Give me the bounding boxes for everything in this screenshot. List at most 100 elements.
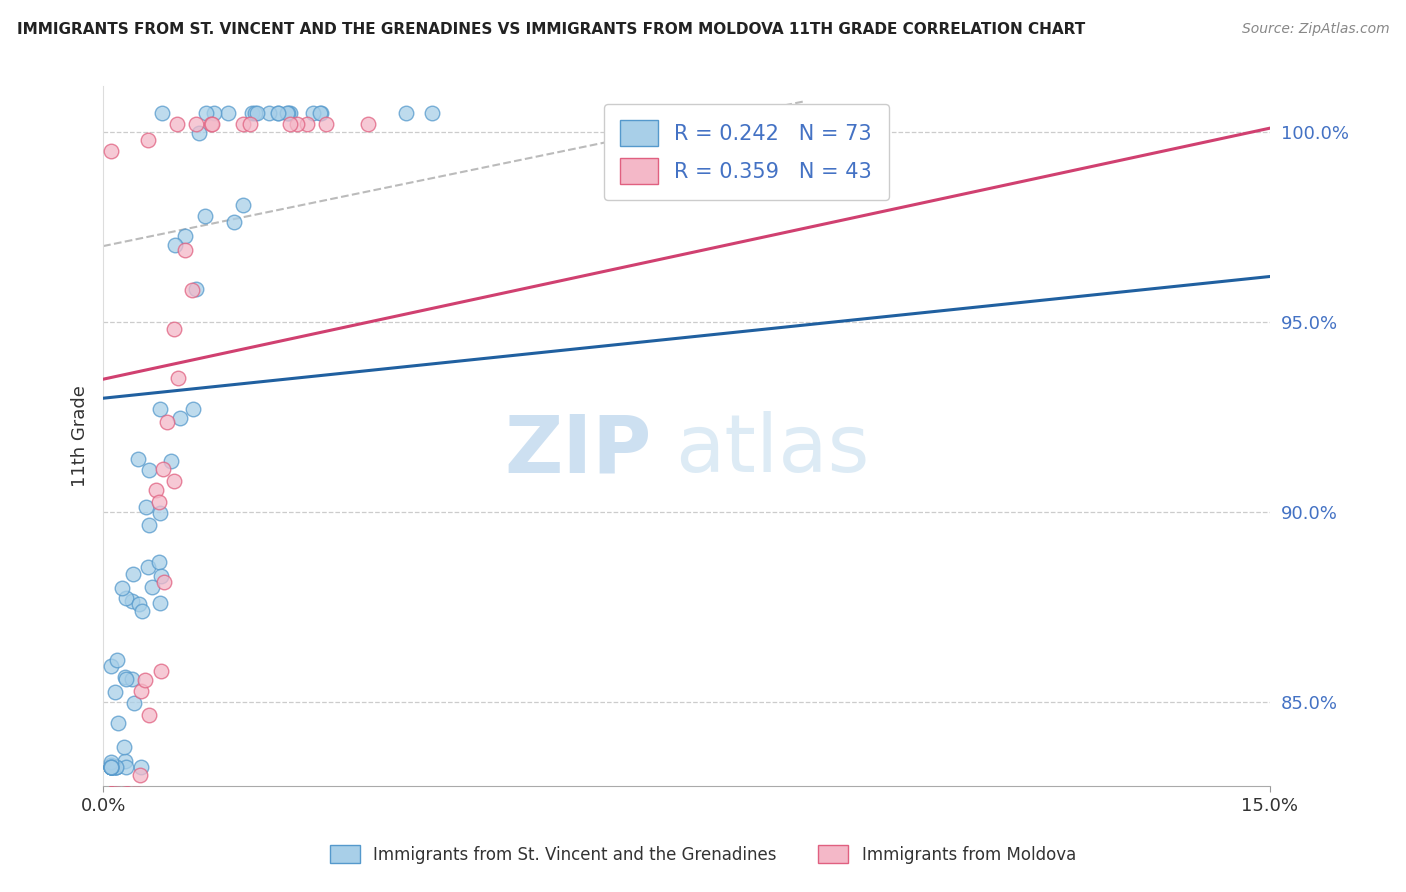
Point xyxy=(277,106,299,120)
Point xyxy=(194,106,217,120)
Point xyxy=(266,106,288,120)
Point xyxy=(127,787,149,801)
Point xyxy=(135,500,157,515)
Point xyxy=(117,787,139,801)
Point xyxy=(150,569,173,583)
Point xyxy=(117,787,139,801)
Point xyxy=(114,670,136,684)
Point xyxy=(150,106,173,120)
Point xyxy=(149,506,172,520)
Text: IMMIGRANTS FROM ST. VINCENT AND THE GRENADINES VS IMMIGRANTS FROM MOLDOVA 11TH G: IMMIGRANTS FROM ST. VINCENT AND THE GREN… xyxy=(17,22,1085,37)
Point xyxy=(114,672,136,686)
Point xyxy=(100,760,122,774)
Point xyxy=(121,594,143,608)
Point xyxy=(148,555,170,569)
Point xyxy=(138,707,160,722)
Point xyxy=(156,415,179,429)
Point xyxy=(395,106,418,120)
Point xyxy=(184,282,207,296)
Point xyxy=(100,760,122,774)
Point xyxy=(163,238,186,252)
Point xyxy=(100,787,122,801)
Point xyxy=(148,495,170,509)
Point xyxy=(153,575,176,590)
Point xyxy=(129,760,152,774)
Point xyxy=(145,483,167,497)
Point xyxy=(174,244,197,258)
Point xyxy=(100,760,122,774)
Point xyxy=(100,760,122,774)
Point xyxy=(115,787,138,801)
Point xyxy=(309,106,332,120)
Point xyxy=(232,198,254,212)
Point xyxy=(163,474,186,488)
Point xyxy=(104,760,127,774)
Point xyxy=(129,683,152,698)
Point xyxy=(100,760,122,774)
Point xyxy=(243,106,266,120)
Point xyxy=(149,664,172,678)
Point xyxy=(295,117,318,131)
Point xyxy=(187,126,209,140)
Point xyxy=(169,411,191,425)
Point xyxy=(200,117,222,131)
Point xyxy=(105,653,128,667)
Point xyxy=(104,760,127,774)
Point xyxy=(184,117,207,131)
Point xyxy=(194,209,217,223)
Point xyxy=(121,672,143,686)
Point xyxy=(100,144,122,158)
Point xyxy=(267,106,290,120)
Point xyxy=(100,787,122,801)
Point xyxy=(127,452,149,467)
Point xyxy=(100,787,122,801)
Point xyxy=(101,760,124,774)
Point xyxy=(181,402,204,417)
Y-axis label: 11th Grade: 11th Grade xyxy=(72,385,89,487)
Point xyxy=(104,685,127,699)
Point xyxy=(107,787,129,801)
Point xyxy=(136,560,159,574)
Point xyxy=(100,755,122,769)
Point xyxy=(149,401,172,416)
Point xyxy=(163,321,186,335)
Point xyxy=(141,580,163,594)
Text: atlas: atlas xyxy=(675,411,869,489)
Point xyxy=(302,106,325,120)
Legend: R = 0.242   N = 73, R = 0.359   N = 43: R = 0.242 N = 73, R = 0.359 N = 43 xyxy=(603,103,889,201)
Point xyxy=(180,283,202,297)
Point xyxy=(100,659,122,673)
Point xyxy=(174,229,197,244)
Point xyxy=(103,787,125,801)
Point xyxy=(100,760,122,774)
Point xyxy=(117,787,139,801)
Point xyxy=(138,463,160,477)
Point xyxy=(149,596,172,610)
Point xyxy=(242,106,264,120)
Point xyxy=(122,567,145,582)
Point xyxy=(315,117,337,131)
Point xyxy=(167,371,190,385)
Point xyxy=(115,760,138,774)
Point xyxy=(100,787,122,801)
Point xyxy=(103,760,125,774)
Point xyxy=(166,117,188,131)
Point xyxy=(103,760,125,774)
Point xyxy=(357,117,380,131)
Point xyxy=(114,591,136,605)
Point xyxy=(239,117,262,131)
Point xyxy=(246,106,269,120)
Point xyxy=(103,787,125,801)
Point xyxy=(128,597,150,611)
Point xyxy=(276,106,298,120)
Point xyxy=(112,740,135,755)
Point xyxy=(285,117,308,131)
Point xyxy=(136,133,159,147)
Point xyxy=(309,106,332,120)
Point xyxy=(280,117,302,131)
Point xyxy=(131,604,153,618)
Point xyxy=(217,106,239,120)
Point xyxy=(122,787,145,801)
Point xyxy=(100,760,122,774)
Point xyxy=(114,754,136,768)
